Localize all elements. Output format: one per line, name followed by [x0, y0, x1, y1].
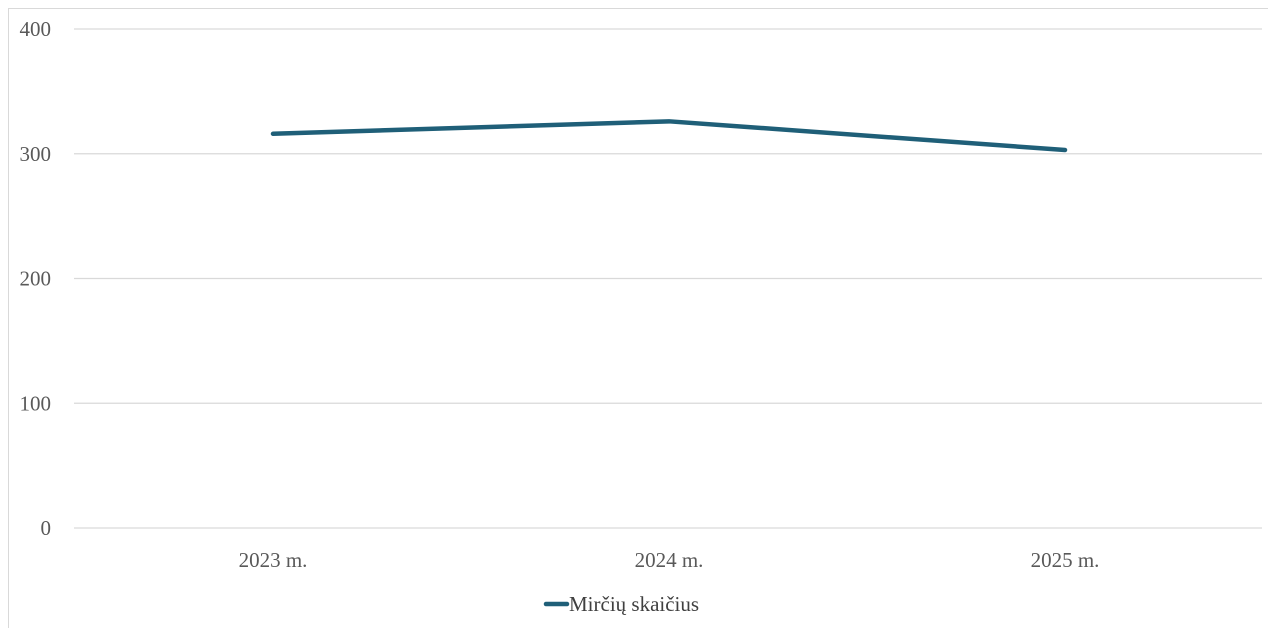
- chart-frame: [8, 8, 1268, 628]
